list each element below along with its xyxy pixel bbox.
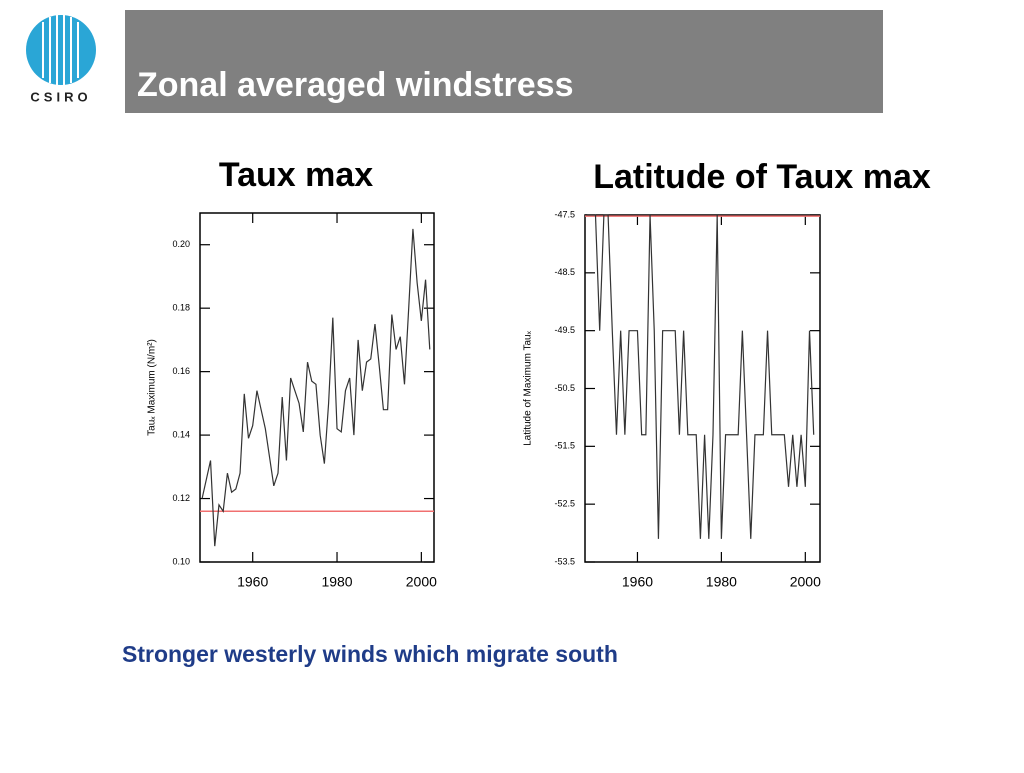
chart-title: Taux max (219, 156, 373, 194)
logo-stripes (42, 15, 79, 85)
y-tick-label: -51.5 (554, 441, 575, 451)
y-tick-label: -52.5 (554, 499, 575, 509)
chart-title: Latitude of Taux max (593, 158, 931, 196)
y-tick-label: -53.5 (554, 556, 575, 566)
logo-circle (26, 15, 96, 85)
plot-frame (199, 212, 435, 563)
title-bar (125, 10, 883, 113)
caption: Stronger westerly winds which migrate so… (122, 641, 618, 667)
x-tick-label: 2000 (790, 574, 821, 590)
data-line (587, 214, 815, 539)
plot-frame (584, 214, 821, 563)
x-tick-label: 1980 (706, 574, 737, 590)
slide-title: Zonal averaged windstress (137, 66, 574, 104)
logo: CSIRO (26, 15, 96, 104)
x-tick-label: 1960 (622, 574, 653, 590)
logo-text: CSIRO (30, 89, 91, 104)
data-line (201, 228, 431, 547)
x-tick-label: 2000 (406, 574, 437, 590)
y-tick-label: -50.5 (554, 383, 575, 393)
y-axis-label: Latitude of Maximum Tauₓ (523, 330, 534, 446)
y-tick-label: 0.18 (172, 303, 190, 313)
y-tick-label: 0.14 (172, 429, 190, 439)
x-tick-label: 1980 (321, 574, 352, 590)
y-tick-label: 0.10 (172, 556, 190, 566)
y-tick-label: -49.5 (554, 325, 575, 335)
y-tick-label: -48.5 (554, 267, 575, 277)
x-tick-label: 1960 (237, 574, 268, 590)
y-tick-label: 0.16 (172, 366, 190, 376)
y-tick-label: -47.5 (554, 209, 575, 219)
y-axis-label: Tauₓ Maximum (N/m²) (147, 339, 158, 436)
y-tick-label: 0.12 (172, 493, 190, 503)
y-tick-label: 0.20 (172, 239, 190, 249)
